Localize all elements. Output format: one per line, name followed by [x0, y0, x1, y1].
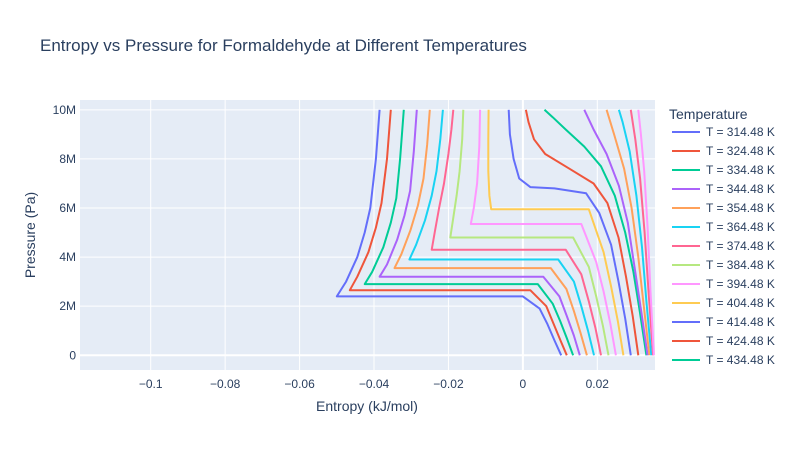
legend-item-label: T = 324.48 K — [706, 144, 775, 158]
series-line-17 — [629, 109, 655, 356]
y-tick-label: 2M — [59, 299, 76, 313]
plot-area — [80, 100, 655, 370]
series-line-6 — [408, 109, 595, 356]
series-line-9 — [469, 109, 617, 356]
series-line-18 — [637, 109, 655, 356]
legend: T = 314.48 K T = 324.48 K T = 334.48 K T = … — [672, 125, 775, 367]
legend-item-label: T = 414.48 K — [706, 315, 775, 329]
y-tick-label: 8M — [59, 152, 76, 166]
series-line-16 — [617, 109, 653, 356]
x-tick-label: −0.08 — [210, 377, 241, 391]
legend-item-label: T = 424.48 K — [706, 334, 775, 348]
x-tick-label: −0.06 — [284, 377, 315, 391]
series-line-4 — [378, 109, 581, 356]
legend-item-label: T = 374.48 K — [706, 239, 775, 253]
y-axis-label: Pressure (Pa) — [22, 192, 38, 278]
x-tick-label: −0.04 — [359, 377, 390, 391]
legend-item-label: T = 384.48 K — [706, 258, 775, 272]
series-line-1 — [335, 109, 563, 356]
legend-item-label: T = 334.48 K — [706, 163, 775, 177]
grid-layer — [80, 100, 655, 370]
x-tick-label: 0 — [520, 377, 527, 391]
chart-title: Entropy vs Pressure for Formaldehyde at … — [40, 36, 527, 55]
series-line-2 — [348, 109, 568, 356]
legend-item-label: T = 404.48 K — [706, 296, 775, 310]
legend-item-label: T = 314.48 K — [706, 125, 775, 139]
x-tick-label: −0.02 — [433, 377, 464, 391]
y-tick-label: 10M — [53, 103, 76, 117]
series-line-13 — [543, 109, 648, 356]
y-tick-label: 0 — [69, 348, 76, 362]
tick-layer: −0.1 −0.08 −0.06 −0.04 −0.02 0 0.02 0 2M 4M 6M 8M 10… — [53, 103, 610, 391]
legend-item-label: T = 364.48 K — [706, 220, 775, 234]
series-line-7 — [430, 109, 602, 356]
series-line-5 — [393, 109, 588, 356]
series-line-3 — [363, 109, 575, 356]
legend-item-label: T = 394.48 K — [706, 277, 775, 291]
legend-item-label: T = 344.48 K — [706, 182, 775, 196]
series-line-10 — [487, 109, 625, 356]
y-tick-label: 4M — [59, 250, 76, 264]
series-group — [335, 109, 655, 356]
series-layer — [335, 109, 655, 356]
legend-item-label: T = 434.48 K — [706, 353, 775, 367]
series-line-15 — [605, 109, 651, 356]
series-line-12 — [524, 109, 640, 356]
x-tick-label: 0.02 — [586, 377, 610, 391]
series-line-8 — [449, 109, 610, 356]
y-tick-label: 6M — [59, 201, 76, 215]
legend-title: Temperature — [669, 106, 748, 122]
x-tick-label: −0.1 — [139, 377, 163, 391]
legend-item-label: T = 354.48 K — [706, 201, 775, 215]
series-line-11 — [507, 109, 632, 356]
series-line-14 — [583, 109, 649, 356]
x-axis-label: Entropy (kJ/mol) — [316, 398, 418, 414]
